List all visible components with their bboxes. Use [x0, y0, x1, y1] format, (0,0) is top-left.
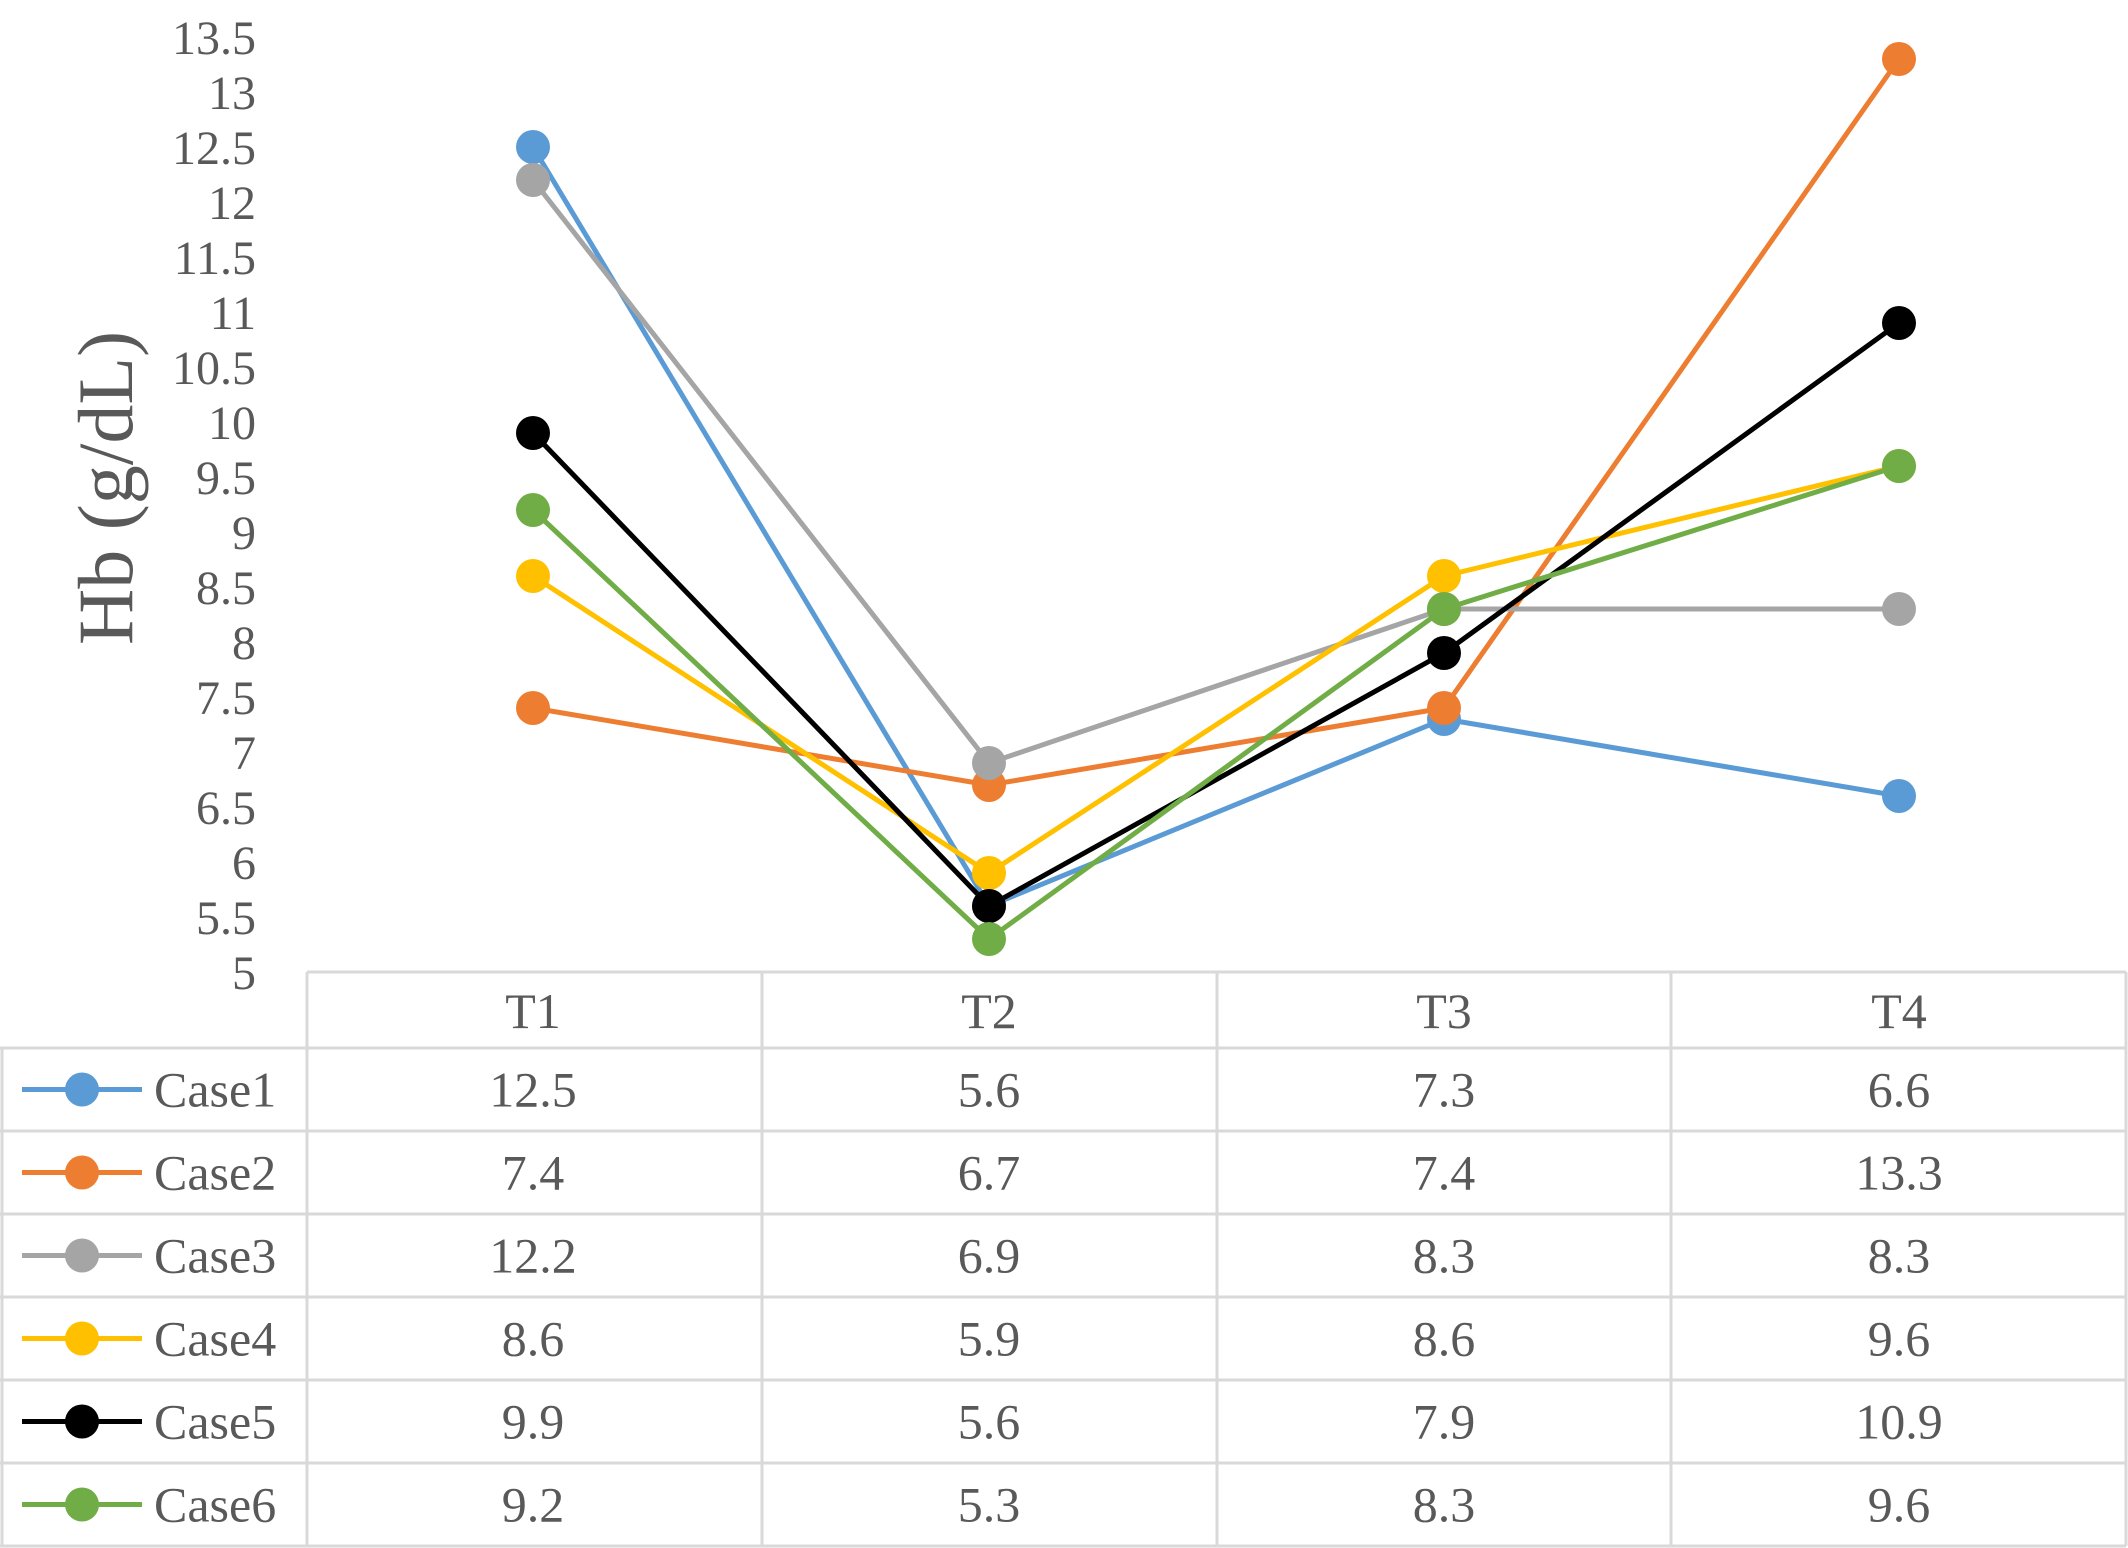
- y-tick-label: 9: [232, 507, 256, 560]
- legend-marker-case2: [65, 1155, 99, 1190]
- y-tick-label: 13.5: [172, 12, 256, 65]
- legend-label-case3: Case3: [154, 1228, 276, 1284]
- table-cell-value: 5.6: [958, 1394, 1021, 1450]
- data-point-case1: [516, 130, 550, 164]
- data-point-case2: [1882, 42, 1916, 76]
- data-point-case3: [516, 163, 550, 197]
- table-cell-value: 5.9: [958, 1311, 1021, 1367]
- table-cell-value: 7.4: [502, 1145, 565, 1201]
- y-tick-label: 10.5: [172, 342, 256, 395]
- legend-label-case5: Case5: [154, 1394, 276, 1450]
- y-tick-label: 8.5: [196, 562, 256, 615]
- data-point-case4: [1427, 559, 1461, 593]
- table-cell-value: 5.3: [958, 1477, 1021, 1533]
- table-cell-value: 6.9: [958, 1228, 1021, 1284]
- table-cell-value: 8.3: [1868, 1228, 1931, 1284]
- y-tick-label: 6.5: [196, 782, 256, 835]
- data-point-case5: [1427, 636, 1461, 670]
- table-cell-value: 5.6: [958, 1062, 1021, 1118]
- legend-marker-case5: [65, 1404, 99, 1439]
- table-cell-value: 8.6: [502, 1311, 565, 1367]
- legend-label-case4: Case4: [154, 1311, 276, 1367]
- table-cell-value: 6.6: [1868, 1062, 1931, 1118]
- category-label: T1: [505, 983, 561, 1039]
- table-cell-value: 12.5: [489, 1062, 577, 1118]
- y-tick-label: 12: [208, 177, 256, 230]
- table-cell-value: 10.9: [1855, 1394, 1943, 1450]
- data-point-case5: [1882, 306, 1916, 340]
- category-label: T2: [961, 983, 1017, 1039]
- y-axis-title-group: Hb (g/dL): [62, 331, 149, 645]
- legend-marker-case1: [65, 1072, 99, 1107]
- legend-marker-case3: [65, 1238, 99, 1273]
- y-tick-label: 7.5: [196, 672, 256, 725]
- legend-marker-case6: [65, 1487, 99, 1522]
- data-point-case3: [972, 746, 1006, 780]
- y-tick-label: 6: [232, 837, 256, 890]
- table-cell-value: 13.3: [1855, 1145, 1943, 1201]
- category-label: T3: [1416, 983, 1472, 1039]
- table-cell-value: 9.6: [1868, 1477, 1931, 1533]
- legend-label-case6: Case6: [154, 1477, 276, 1533]
- y-tick-label: 5.5: [196, 892, 256, 945]
- table-cell-value: 12.2: [489, 1228, 577, 1284]
- data-table: T1 T2 T3 T4 Case1 12.5 5.6 7.3 6.6 Case2 7.4 6.7 7.4…: [22, 983, 1943, 1533]
- y-tick-label: 7: [232, 727, 256, 780]
- y-tick-label: 12.5: [172, 122, 256, 175]
- table-cell-value: 7.3: [1413, 1062, 1476, 1118]
- data-point-case2: [516, 691, 550, 725]
- data-point-case4: [516, 559, 550, 593]
- table-cell-value: 8.3: [1413, 1477, 1476, 1533]
- table-cell-value: 9.6: [1868, 1311, 1931, 1367]
- y-tick-label: 11: [210, 287, 256, 340]
- y-tick-label: 11.5: [174, 232, 256, 285]
- data-point-case6: [1427, 592, 1461, 626]
- series-line-case5: [531, 320, 1901, 909]
- data-point-case6: [516, 493, 550, 527]
- y-tick-label: 13: [208, 67, 256, 120]
- y-tick-label: 5: [232, 947, 256, 1000]
- data-point-case4: [972, 856, 1006, 890]
- table-cell-value: 8.3: [1413, 1228, 1476, 1284]
- y-tick-label: 8: [232, 617, 256, 670]
- table-cell-value: 9.2: [502, 1477, 565, 1533]
- series-line-case6: [531, 463, 1900, 942]
- category-label: T4: [1871, 983, 1927, 1039]
- y-axis-ticks: 55.566.577.588.599.51010.51111.51212.513…: [172, 12, 256, 1000]
- table-cell-value: 8.6: [1413, 1311, 1476, 1367]
- legend-marker-case4: [65, 1321, 99, 1356]
- y-tick-label: 10: [208, 397, 256, 450]
- table-cell-value: 7.4: [1413, 1145, 1476, 1201]
- series-line-case1: [530, 145, 1900, 909]
- y-tick-label: 9.5: [196, 452, 256, 505]
- table-cell-value: 7.9: [1413, 1394, 1476, 1450]
- data-table-grid: [0, 970, 2128, 1548]
- data-point-case5: [972, 889, 1006, 923]
- table-cell-value: 9.9: [502, 1394, 565, 1450]
- data-point-case2: [1427, 691, 1461, 725]
- series-line-case3: [531, 178, 1899, 766]
- data-point-case6: [972, 922, 1006, 956]
- data-point-case1: [1882, 779, 1916, 813]
- data-point-case3: [1882, 592, 1916, 626]
- data-point-case6: [1882, 449, 1916, 483]
- y-axis-title: Hb (g/dL): [62, 331, 149, 645]
- series-line-case2: [532, 57, 1902, 788]
- data-point-case5: [516, 416, 550, 450]
- table-cell-value: 6.7: [958, 1145, 1021, 1201]
- series-lines: [516, 42, 1916, 956]
- legend-label-case1: Case1: [154, 1062, 276, 1118]
- legend-label-case2: Case2: [154, 1145, 276, 1201]
